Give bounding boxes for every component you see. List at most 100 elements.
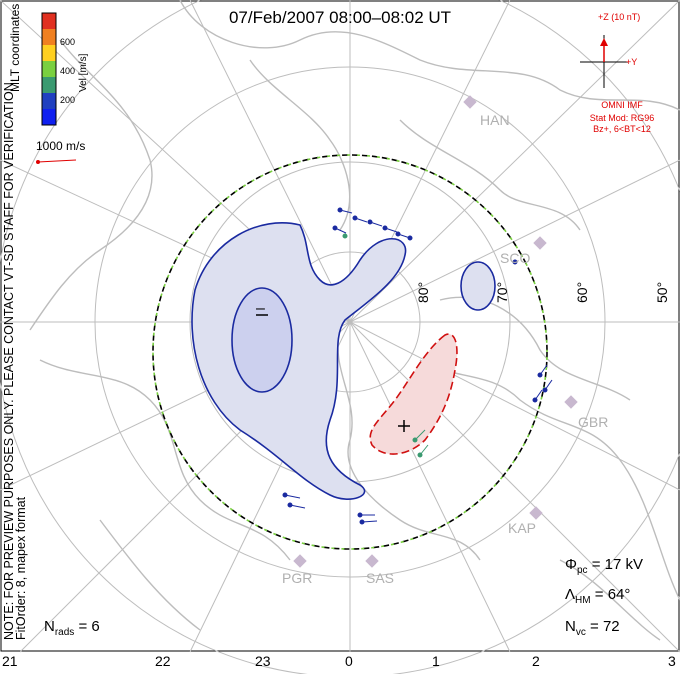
dusk-cell: [191, 222, 407, 500]
imf-stat-mod: Stat Mod: RG96: [589, 113, 655, 123]
coastline: [39, 359, 291, 561]
vector-line: [284, 494, 301, 499]
mlt-tick-23: 23: [255, 653, 271, 669]
dusk-cell-satellite: [460, 261, 496, 311]
station-marker-sas: [365, 554, 379, 568]
imf-source: OMNI IMF: [601, 100, 643, 110]
colorbar-swatch: [42, 61, 56, 77]
vector-point: [342, 233, 348, 239]
coastline: [249, 59, 351, 231]
n-rads-symbol: N: [44, 618, 55, 635]
station-marker-han: [463, 95, 477, 109]
coastlines: [29, 0, 680, 641]
n-rads: Nrads = 6: [44, 618, 100, 638]
vector-line: [539, 364, 548, 376]
meridian: [349, 0, 680, 323]
vector-line: [289, 504, 306, 509]
meridian: [189, 0, 351, 323]
n-rads-value: = 6: [78, 618, 100, 635]
n-vc-symbol: N: [565, 618, 576, 635]
mlt-tick-22: 22: [155, 653, 171, 669]
station-label-kap: KAP: [508, 520, 537, 536]
imf-vector-arrowhead: [600, 38, 608, 46]
mlt-tick-3: 3: [668, 653, 676, 669]
latitude-label-70: 70°: [494, 281, 510, 303]
meridian: [349, 159, 680, 323]
coastline: [399, 119, 581, 231]
imf-axis-y: +Y: [626, 57, 638, 67]
vector-line: [369, 221, 383, 227]
coastline: [29, 39, 153, 331]
colorbar-swatch: [42, 45, 56, 61]
scale-vector-label: 1000 m/s: [36, 139, 86, 153]
station-label-han: HAN: [480, 112, 510, 128]
vector-point: [512, 259, 518, 265]
cell-markers: [256, 314, 410, 432]
velocity-vectors-green: [342, 233, 429, 458]
lambda-hm-value: = 64°: [594, 586, 631, 603]
map-title: 07/Feb/2007 08:00–08:02 UT: [228, 8, 452, 27]
hm-boundary-green: [152, 154, 548, 550]
dusk-cell-sign: –: [256, 300, 265, 317]
station-label-sco: SCO: [500, 250, 531, 266]
station-marker-pgr: [293, 554, 307, 568]
vector-line: [334, 227, 347, 234]
vector-point: [407, 235, 413, 241]
coastline: [337, 329, 481, 561]
coastline: [419, 359, 680, 601]
meridian: [349, 321, 680, 491]
colorbar-swatch: [42, 29, 56, 45]
mlt-tick-21: 21: [2, 653, 18, 669]
scale-vector: [36, 159, 77, 164]
dusk-cell-core: [231, 287, 293, 393]
colorbar-tick-400: 400: [60, 66, 76, 76]
vector-line: [384, 227, 398, 233]
vector-line: [419, 444, 429, 456]
colorbar-swatch: [42, 93, 56, 109]
vector-line: [534, 389, 543, 401]
coastline: [559, 559, 661, 641]
n-rads-subscript: rads: [54, 627, 75, 638]
lambda-hm-symbol: Λ: [565, 586, 576, 603]
latitude-label-60: 60°: [574, 281, 590, 303]
lambda-hm-subscript: HM: [575, 595, 591, 606]
vector-line: [414, 429, 426, 441]
n-vc: Nvc = 72: [565, 618, 620, 638]
coastline: [99, 519, 201, 631]
dawn-cell: [369, 333, 458, 455]
colorbar-swatch: [42, 109, 56, 125]
velocity-vectors: [282, 207, 553, 525]
phi-pc-subscript: pc: [576, 565, 588, 576]
colorbar-frame: [41, 12, 57, 126]
colorbar-tick-200: 200: [60, 95, 76, 105]
meridian: [349, 321, 511, 653]
vector-line: [354, 217, 368, 223]
latitude-label-50: 50°: [654, 281, 670, 303]
station-marker-kap: [529, 506, 543, 520]
scale-vector-line: [37, 159, 77, 163]
mlt-tick-2: 2: [532, 653, 540, 669]
phi-pc-symbol: Φ: [565, 556, 577, 573]
latitude-label-80: 80°: [415, 281, 431, 303]
colorbar-label: Vel [m/s]: [78, 53, 89, 92]
colorbar-tick-600: 600: [60, 37, 76, 47]
colorbar: [41, 12, 57, 126]
vector-line: [544, 379, 553, 391]
station-marker-sco: [533, 236, 547, 250]
n-vc-value: = 72: [590, 618, 620, 635]
fit-order: FitOrder: 8, mapex format: [14, 496, 28, 640]
imf-dial: [580, 35, 628, 88]
phi-pc-value: = 17 kV: [591, 556, 643, 573]
n-vc-subscript: vc: [575, 627, 586, 638]
station-label-gbr: GBR: [578, 414, 609, 430]
colorbar-swatch: [42, 13, 56, 29]
station-label-pgr: PGR: [282, 570, 313, 586]
lambda-hm: ΛHM = 64°: [565, 586, 630, 606]
imf-axis-z: +Z (10 nT): [598, 12, 641, 22]
coastline: [179, 0, 680, 111]
scale-vector-dot: [36, 160, 40, 164]
phi-pc: Φpc = 17 kV: [565, 556, 643, 576]
vector-line: [361, 520, 378, 523]
colorbar-swatch: [42, 77, 56, 93]
